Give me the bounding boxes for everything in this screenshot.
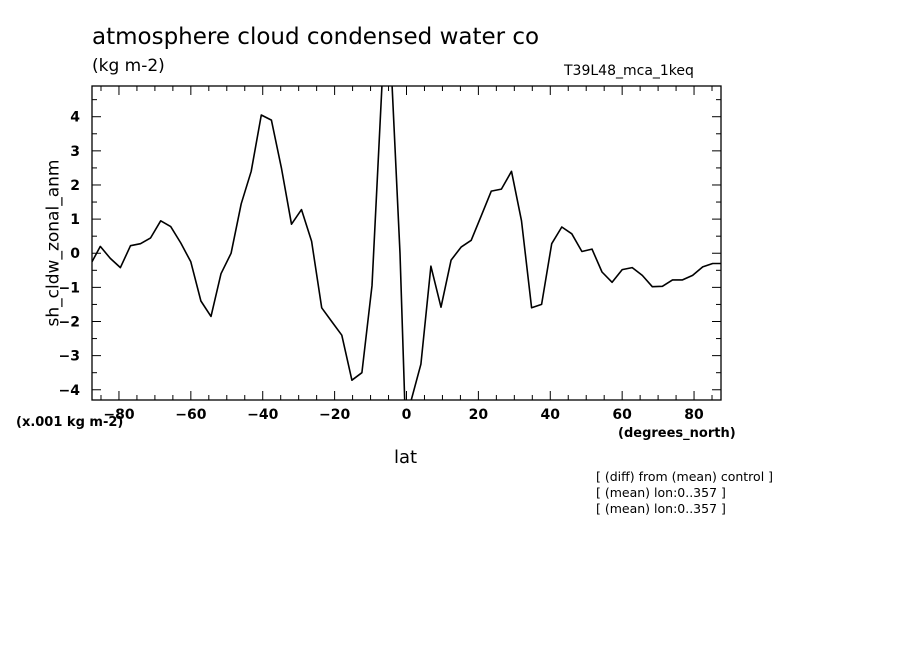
data-line	[92, 86, 721, 400]
x-tick-label: 60	[612, 407, 632, 423]
x-tick-label: 40	[541, 407, 561, 423]
note-mean-lon-1: [ (mean) lon:0..357 ]	[596, 485, 726, 500]
x-tick-label: 20	[469, 407, 489, 423]
y-tick-label: 2	[70, 178, 80, 194]
y-tick-label: −2	[59, 315, 80, 331]
x-axis-label: lat	[394, 447, 418, 468]
y-tick-label: 4	[70, 110, 80, 126]
run-id-label: T39L48_mca_1keq	[564, 63, 694, 79]
plot-frame	[91, 85, 722, 401]
y-tick-label: 0	[70, 246, 80, 262]
note-mean-lon-2: [ (mean) lon:0..357 ]	[596, 501, 726, 516]
chart-units: (kg m-2)	[92, 56, 165, 76]
x-tick-label: 80	[684, 407, 704, 423]
y-tick-label: −1	[59, 280, 80, 296]
plot-area: −4 −3 −2 −1 0 1 2 3 4 −80 −60 −40 −20 0 20 40 60 80	[59, 85, 722, 423]
y-axis-label: sh_cldw_zonal_anm	[43, 159, 64, 327]
x-tick-label: 0	[402, 407, 412, 423]
y-tick-label: 3	[70, 144, 80, 160]
x-tick-label: −60	[175, 407, 206, 423]
y-scale-note: (x.001 kg m-2)	[16, 415, 124, 430]
x-tick-label: −20	[319, 407, 350, 423]
x-tick-label: −80	[103, 407, 134, 423]
y-tick-label: −3	[59, 349, 80, 365]
y-tick-label: 1	[70, 212, 80, 228]
chart-title: atmosphere cloud condensed water co	[92, 24, 540, 50]
note-diff: [ (diff) from (mean) control ]	[596, 469, 774, 484]
x-axis-units: (degrees_north)	[618, 426, 736, 441]
y-tick-label: −4	[59, 383, 81, 399]
x-tick-label: −40	[247, 407, 278, 423]
